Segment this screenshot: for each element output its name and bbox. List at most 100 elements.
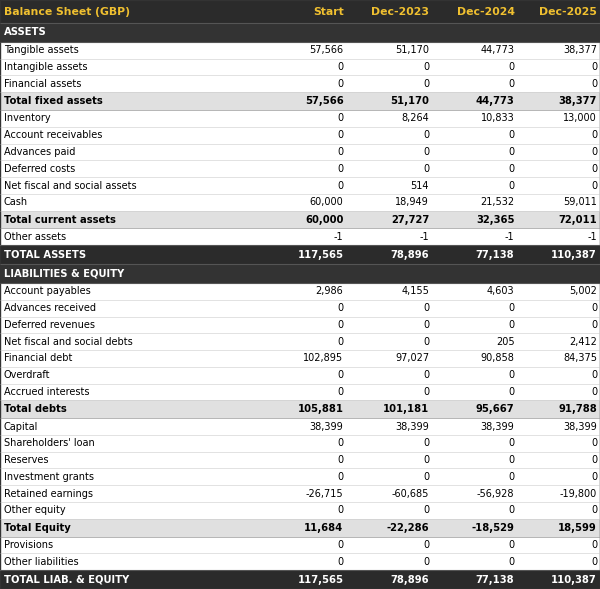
Text: 0: 0 [423, 164, 429, 174]
Text: 0: 0 [508, 320, 515, 330]
Text: 0: 0 [337, 147, 343, 157]
Text: 110,387: 110,387 [551, 574, 597, 584]
Text: 0: 0 [508, 455, 515, 465]
Text: 0: 0 [591, 180, 597, 190]
Text: 0: 0 [508, 303, 515, 313]
Text: 0: 0 [508, 370, 515, 380]
Text: 0: 0 [337, 505, 343, 515]
Bar [0, 383, 600, 401]
Text: 77,138: 77,138 [476, 574, 515, 584]
Text: Tangible assets: Tangible assets [4, 45, 79, 55]
Text: 0: 0 [508, 540, 515, 550]
Text: 0: 0 [423, 147, 429, 157]
Text: 117,565: 117,565 [298, 250, 343, 260]
Text: Total Equity: Total Equity [4, 522, 71, 532]
Text: 0: 0 [508, 472, 515, 482]
Text: Net fiscal and social debts: Net fiscal and social debts [4, 337, 133, 347]
Text: TOTAL ASSETS: TOTAL ASSETS [4, 250, 86, 260]
Bar [0, 127, 600, 144]
Text: -19,800: -19,800 [560, 489, 597, 499]
Text: 110,387: 110,387 [551, 250, 597, 260]
Text: Retained earnings: Retained earnings [4, 489, 93, 499]
Bar [0, 316, 600, 333]
Text: ASSETS: ASSETS [4, 28, 47, 38]
Text: 0: 0 [591, 79, 597, 89]
Text: 0: 0 [423, 79, 429, 89]
Text: 0: 0 [337, 540, 343, 550]
Text: 57,566: 57,566 [305, 96, 343, 106]
Text: 51,170: 51,170 [390, 96, 429, 106]
Bar [0, 300, 600, 316]
Text: 0: 0 [591, 130, 597, 140]
Text: -1: -1 [505, 232, 515, 242]
Text: LIABILITIES & EQUITY: LIABILITIES & EQUITY [4, 269, 124, 279]
Text: Other equity: Other equity [4, 505, 65, 515]
Text: 13,000: 13,000 [563, 114, 597, 124]
Text: 0: 0 [508, 557, 515, 567]
Text: Shareholders' loan: Shareholders' loan [4, 438, 95, 448]
Text: 0: 0 [337, 455, 343, 465]
Text: -18,529: -18,529 [472, 522, 515, 532]
Text: 0: 0 [337, 337, 343, 347]
Text: Inventory: Inventory [4, 114, 50, 124]
Text: Advances paid: Advances paid [4, 147, 76, 157]
Text: 10,833: 10,833 [481, 114, 515, 124]
Text: 4,603: 4,603 [487, 286, 515, 296]
Bar [0, 0, 600, 23]
Text: 0: 0 [423, 387, 429, 397]
Text: 0: 0 [423, 557, 429, 567]
Text: 38,399: 38,399 [395, 422, 429, 432]
Text: 38,399: 38,399 [310, 422, 343, 432]
Text: 0: 0 [423, 303, 429, 313]
Text: 0: 0 [591, 370, 597, 380]
Bar [0, 264, 600, 283]
Text: 0: 0 [591, 438, 597, 448]
Text: 60,000: 60,000 [305, 214, 343, 224]
Text: -1: -1 [419, 232, 429, 242]
Text: -1: -1 [587, 232, 597, 242]
Bar [0, 194, 600, 211]
Text: 0: 0 [591, 303, 597, 313]
Text: 0: 0 [591, 62, 597, 72]
Text: 0: 0 [591, 540, 597, 550]
Text: 101,181: 101,181 [383, 404, 429, 414]
Text: Start: Start [313, 6, 343, 16]
Text: 18,599: 18,599 [558, 522, 597, 532]
Text: 18,949: 18,949 [395, 197, 429, 207]
Text: Accrued interests: Accrued interests [4, 387, 89, 397]
Text: Provisions: Provisions [4, 540, 53, 550]
Text: Deferred costs: Deferred costs [4, 164, 75, 174]
Text: 38,399: 38,399 [481, 422, 515, 432]
Bar [0, 401, 600, 418]
Text: 0: 0 [337, 320, 343, 330]
Bar [0, 468, 600, 485]
Text: 514: 514 [410, 180, 429, 190]
Text: 0: 0 [423, 472, 429, 482]
Text: 44,773: 44,773 [476, 96, 515, 106]
Text: 78,896: 78,896 [391, 574, 429, 584]
Bar [0, 570, 600, 589]
Bar [0, 211, 600, 229]
Text: 0: 0 [337, 79, 343, 89]
Text: 90,858: 90,858 [481, 353, 515, 363]
Text: 0: 0 [591, 455, 597, 465]
Text: 59,011: 59,011 [563, 197, 597, 207]
Text: 4,155: 4,155 [401, 286, 429, 296]
Text: 117,565: 117,565 [298, 574, 343, 584]
Text: Dec-2023: Dec-2023 [371, 6, 429, 16]
Bar [0, 144, 600, 160]
Text: 0: 0 [423, 130, 429, 140]
Text: Dec-2024: Dec-2024 [457, 6, 515, 16]
Text: 0: 0 [591, 387, 597, 397]
Text: 0: 0 [423, 438, 429, 448]
Bar [0, 485, 600, 502]
Text: 0: 0 [508, 180, 515, 190]
Text: -26,715: -26,715 [306, 489, 343, 499]
Text: 0: 0 [423, 320, 429, 330]
Text: 0: 0 [591, 164, 597, 174]
Text: 57,566: 57,566 [310, 45, 343, 55]
Text: Financial debt: Financial debt [4, 353, 73, 363]
Text: 38,377: 38,377 [563, 45, 597, 55]
Text: 0: 0 [337, 557, 343, 567]
Text: 0: 0 [337, 438, 343, 448]
